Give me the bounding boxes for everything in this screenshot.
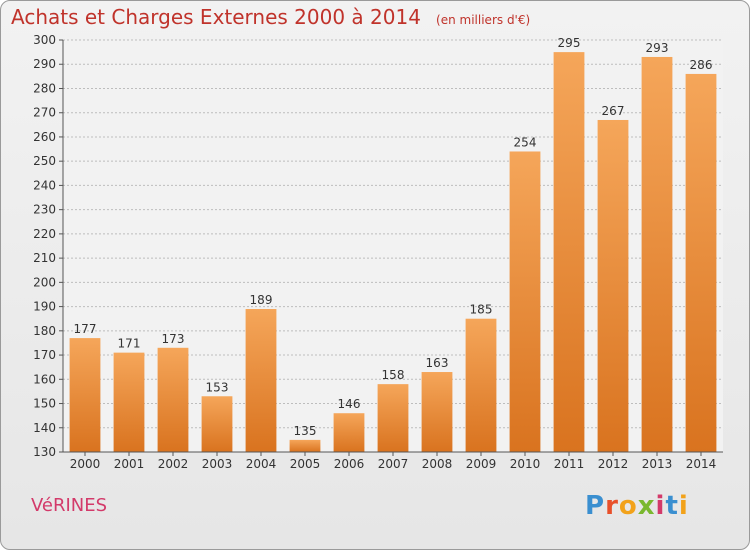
value-label-2005: 135 bbox=[294, 424, 317, 438]
value-labels: 177 171 173 153 189 135 146 158 163 185 254 295 267 2… bbox=[74, 36, 713, 438]
logo-letter: P bbox=[585, 491, 606, 521]
y-tick-label: 230 bbox=[33, 203, 56, 217]
proxiti-logo: Proxiti bbox=[585, 491, 689, 521]
chart-title: Achats et Charges Externes 2000 à 2014 bbox=[11, 5, 421, 29]
bar-2002 bbox=[157, 347, 189, 452]
x-tick-label-2014: 2014 bbox=[686, 457, 717, 471]
y-tick-label: 130 bbox=[33, 445, 56, 459]
bar-2014 bbox=[685, 73, 717, 452]
logo-letter: i bbox=[678, 491, 689, 521]
bar-2011 bbox=[553, 52, 585, 452]
value-label-2014: 286 bbox=[690, 58, 713, 72]
y-tick-label: 170 bbox=[33, 348, 56, 362]
bar-2008 bbox=[421, 372, 453, 452]
logo-letter: r bbox=[605, 491, 619, 521]
value-label-2012: 267 bbox=[602, 104, 625, 118]
y-tick-label: 190 bbox=[33, 300, 56, 314]
value-label-2000: 177 bbox=[74, 322, 97, 336]
y-tick-label: 220 bbox=[33, 227, 56, 241]
x-tick-label-2006: 2006 bbox=[334, 457, 365, 471]
value-label-2006: 146 bbox=[338, 397, 361, 411]
logo-letter: i bbox=[655, 491, 666, 521]
value-label-2004: 189 bbox=[250, 293, 273, 307]
y-tick-label: 160 bbox=[33, 372, 56, 386]
y-tick-label: 150 bbox=[33, 397, 56, 411]
bar-2009 bbox=[465, 318, 497, 452]
y-tick-label: 200 bbox=[33, 275, 56, 289]
bar-2013 bbox=[641, 56, 673, 452]
x-axis-ticks: 2000 2001 2002 2003 2004 2005 2006 2007 2008 2009… bbox=[70, 452, 717, 471]
bar-2006 bbox=[333, 413, 365, 452]
x-tick-label-2010: 2010 bbox=[510, 457, 541, 471]
logo-letter: o bbox=[618, 491, 638, 521]
value-label-2010: 254 bbox=[514, 135, 537, 149]
bar-2000 bbox=[69, 338, 101, 452]
title-row: Achats et Charges Externes 2000 à 2014 (… bbox=[11, 5, 530, 29]
bars bbox=[69, 52, 717, 452]
value-label-2001: 171 bbox=[118, 337, 141, 351]
bar-2005 bbox=[289, 439, 321, 452]
y-tick-label: 280 bbox=[33, 81, 56, 95]
y-tick-label: 240 bbox=[33, 178, 56, 192]
y-tick-label: 290 bbox=[33, 57, 56, 71]
commune-name: VéRINES bbox=[31, 495, 108, 516]
x-tick-label-2013: 2013 bbox=[642, 457, 673, 471]
x-tick-label-2009: 2009 bbox=[466, 457, 497, 471]
x-tick-label-2005: 2005 bbox=[290, 457, 321, 471]
y-tick-label: 260 bbox=[33, 130, 56, 144]
x-tick-label-2001: 2001 bbox=[114, 457, 145, 471]
y-tick-label: 300 bbox=[33, 33, 56, 47]
x-tick-label-2002: 2002 bbox=[158, 457, 189, 471]
chart-unit: (en milliers d'€) bbox=[436, 13, 531, 27]
bar-2003 bbox=[201, 396, 233, 452]
x-tick-label-2008: 2008 bbox=[422, 457, 453, 471]
logo-letter: x bbox=[637, 491, 656, 521]
bar-2012 bbox=[597, 119, 629, 452]
bar-2010 bbox=[509, 151, 541, 452]
y-tick-label: 180 bbox=[33, 324, 56, 338]
value-label-2011: 295 bbox=[558, 36, 581, 50]
value-label-2013: 293 bbox=[646, 41, 669, 55]
value-label-2003: 153 bbox=[206, 380, 229, 394]
bar-2004 bbox=[245, 309, 277, 452]
bar-2007 bbox=[377, 384, 409, 452]
x-tick-label-2012: 2012 bbox=[598, 457, 629, 471]
y-tick-label: 250 bbox=[33, 154, 56, 168]
y-tick-label: 210 bbox=[33, 251, 56, 265]
value-label-2002: 173 bbox=[162, 332, 185, 346]
y-tick-label: 270 bbox=[33, 106, 56, 120]
value-label-2008: 163 bbox=[426, 356, 449, 370]
value-label-2009: 185 bbox=[470, 303, 493, 317]
x-tick-label-2000: 2000 bbox=[70, 457, 101, 471]
value-label-2007: 158 bbox=[382, 368, 405, 382]
x-tick-label-2007: 2007 bbox=[378, 457, 409, 471]
x-tick-label-2011: 2011 bbox=[554, 457, 585, 471]
logo-letter: t bbox=[665, 491, 679, 521]
x-tick-label-2004: 2004 bbox=[246, 457, 277, 471]
y-tick-label: 140 bbox=[33, 421, 56, 435]
x-tick-label-2003: 2003 bbox=[202, 457, 233, 471]
bar-2001 bbox=[113, 352, 145, 452]
y-axis-ticks: 130 140 150 160 170 180 190 200 210 220 230 240 250 2… bbox=[33, 33, 63, 459]
